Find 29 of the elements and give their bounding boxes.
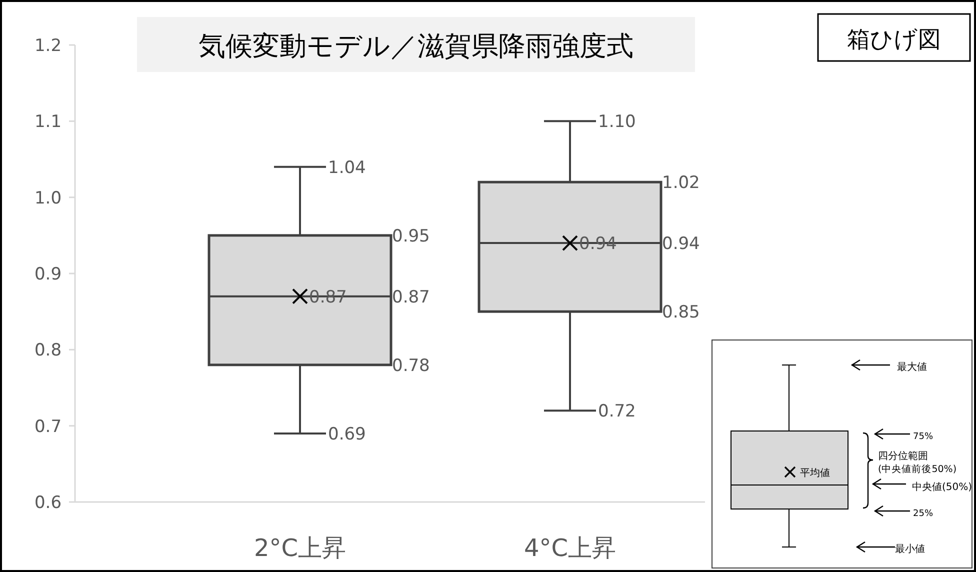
y-tick-label: 0.7 [34, 416, 62, 437]
annotation: 1.02 [662, 173, 700, 194]
chart-title: 気候変動モデル／滋賀県降雨強度式 [198, 31, 634, 62]
y-tick-label: 1.2 [34, 36, 62, 56]
text: 75% [913, 432, 934, 442]
text: (中央値前後50%) [878, 463, 957, 475]
y-tick-label: 0.8 [34, 340, 62, 361]
annotation: 0.87 [392, 287, 430, 308]
text: 最大値 [897, 361, 927, 373]
annotation: 0.69 [328, 424, 366, 444]
annotation: 0.85 [662, 302, 700, 323]
annotation: 0.95 [392, 226, 430, 246]
y-tick-label: 1.1 [34, 112, 62, 132]
x-tick-label: 4°C上昇 [524, 534, 616, 562]
annotation: 0.94 [662, 234, 700, 254]
y-tick-label: 1.0 [34, 188, 62, 208]
annotation: 0.78 [392, 356, 430, 376]
x-tick-label: 2°C上昇 [254, 534, 346, 562]
text: 中央値(50%) [912, 481, 972, 493]
y-tick-label: 0.9 [34, 264, 62, 284]
text: 四分位範囲 [878, 450, 928, 462]
text: 最小値 [895, 543, 925, 555]
text: 箱ひげ図 [847, 27, 941, 53]
text: 平均値 [800, 467, 830, 479]
annotation: 1.04 [328, 158, 366, 178]
annotation: 1.10 [598, 112, 636, 132]
annotation: 0.72 [598, 402, 636, 422]
text: 25% [913, 509, 934, 519]
y-tick-label: 0.6 [34, 493, 62, 513]
